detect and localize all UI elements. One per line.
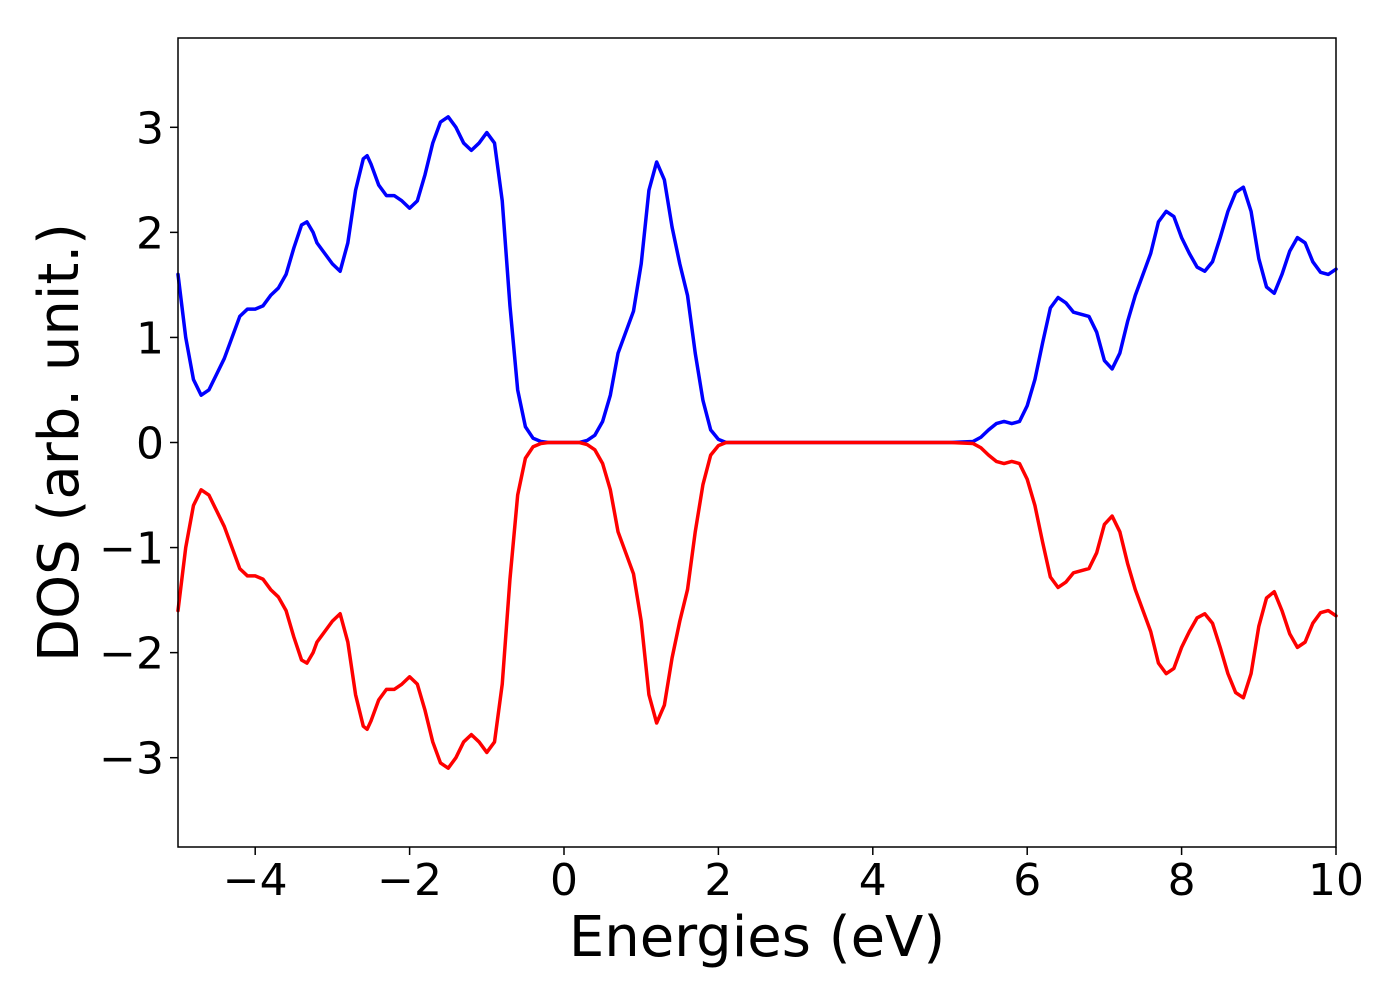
- x-tick-label: 4: [859, 855, 887, 906]
- y-tick-label: 1: [136, 313, 164, 364]
- y-tick-label: −3: [99, 734, 164, 785]
- series-line-0: [176, 115, 1338, 445]
- series-line-1: [176, 440, 1338, 770]
- y-tick-label: 2: [136, 208, 164, 259]
- y-tick-label: −1: [99, 524, 164, 575]
- series-layer: [176, 115, 1338, 770]
- x-tick-label: −2: [377, 855, 442, 906]
- y-tick-label: 3: [136, 103, 164, 154]
- x-tick-label: −4: [223, 855, 288, 906]
- x-axis-ticks: −4 −2 0 2 4 6 8 10: [223, 847, 1364, 906]
- y-tick-label: 0: [136, 419, 164, 470]
- y-axis-ticks: −3 −2 −1 0 1 2 3: [99, 103, 178, 785]
- x-tick-label: 2: [704, 855, 732, 906]
- x-tick-label: 10: [1308, 855, 1364, 906]
- y-tick-label: −2: [99, 629, 164, 680]
- y-axis-title: DOS (arb. unit.): [27, 223, 92, 662]
- x-axis-title: Energies (eV): [569, 905, 945, 970]
- x-tick-label: 8: [1168, 855, 1196, 906]
- x-tick-label: 6: [1013, 855, 1041, 906]
- x-tick-label: 0: [550, 855, 578, 906]
